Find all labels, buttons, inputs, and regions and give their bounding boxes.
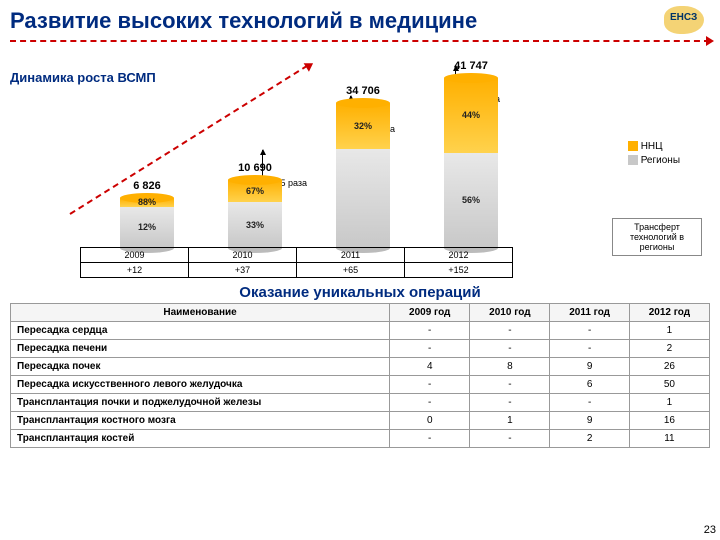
legend-item: ННЦ — [628, 141, 680, 152]
page-number: 23 — [704, 524, 716, 536]
bar: 6 82688%12% — [120, 198, 174, 248]
operations-table: Наименование2009 год2010 год2011 год2012… — [10, 303, 710, 448]
page-title: Развитие высоких технологий в медицине — [0, 0, 720, 38]
transfer-note: Трансферт технологий в регионы — [612, 218, 702, 256]
bars-container: 6 82688%12% 10 69067%33% 34 70632% 41 74744… — [80, 68, 520, 248]
title-underline — [10, 40, 710, 42]
bar: 41 74744%56% — [444, 78, 498, 248]
bar: 10 69067%33% — [228, 180, 282, 248]
years-table: 2009201020112012+12+37+65+152 — [80, 247, 513, 278]
legend-item: Регионы — [628, 155, 680, 166]
section2-title: Оказание уникальных операций — [0, 284, 720, 301]
bar: 34 70632% — [336, 103, 390, 248]
chart-area: Динамика роста ВСМП В 1, 5 разаВ 3, 2 ра… — [10, 48, 710, 278]
logo: ЕНСЗ — [664, 6, 704, 37]
legend: ННЦ Регионы — [628, 138, 680, 169]
